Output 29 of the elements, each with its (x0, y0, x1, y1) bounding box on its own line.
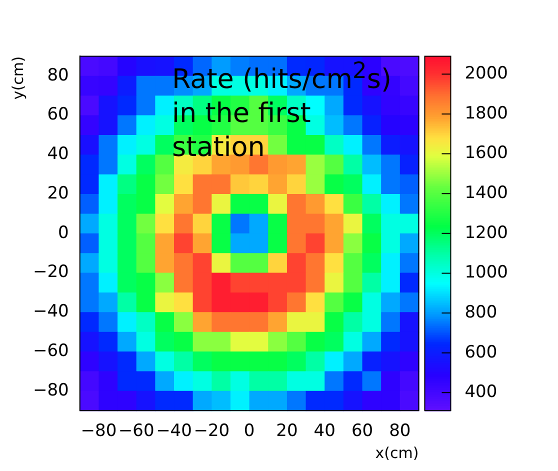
color-bar-label: 2000 (464, 64, 508, 84)
y-tick-label: 20 (47, 183, 69, 204)
y-tick-label: 60 (47, 104, 69, 125)
x-tick-label: 40 (314, 421, 336, 442)
color-bar-label: 800 (464, 302, 498, 322)
color-bar-label: 600 (464, 342, 498, 362)
color-bar-label: 1400 (464, 183, 508, 203)
x-tick-label: 0 (244, 421, 255, 442)
x-tick-label: 80 (389, 421, 411, 442)
color-bar-label: 1800 (464, 103, 508, 124)
color-bar-label: 1200 (464, 222, 508, 243)
x-tick-label: −20 (194, 421, 230, 442)
x-tick-label: −80 (80, 421, 117, 442)
color-bar-label: 1600 (464, 143, 508, 164)
x-tick-label: 20 (276, 421, 298, 442)
x-axis-title: x(cm) (375, 444, 419, 462)
color-bar-label: 1000 (464, 262, 508, 283)
y-axis-title: y(cm) (8, 56, 27, 100)
y-tick-label: −60 (32, 340, 69, 361)
x-tick-label: −60 (118, 421, 154, 442)
y-tick-label: 40 (47, 144, 69, 164)
color-bar-label: 400 (464, 382, 498, 402)
y-tick-label: −40 (32, 302, 69, 322)
y-tick-label: 80 (47, 65, 69, 86)
y-tick-label: 0 (58, 222, 69, 243)
y-tick-label: −20 (32, 262, 69, 282)
y-tick-label: −80 (32, 380, 69, 400)
x-tick-label: −40 (156, 421, 192, 442)
x-tick-label: 60 (351, 421, 374, 442)
